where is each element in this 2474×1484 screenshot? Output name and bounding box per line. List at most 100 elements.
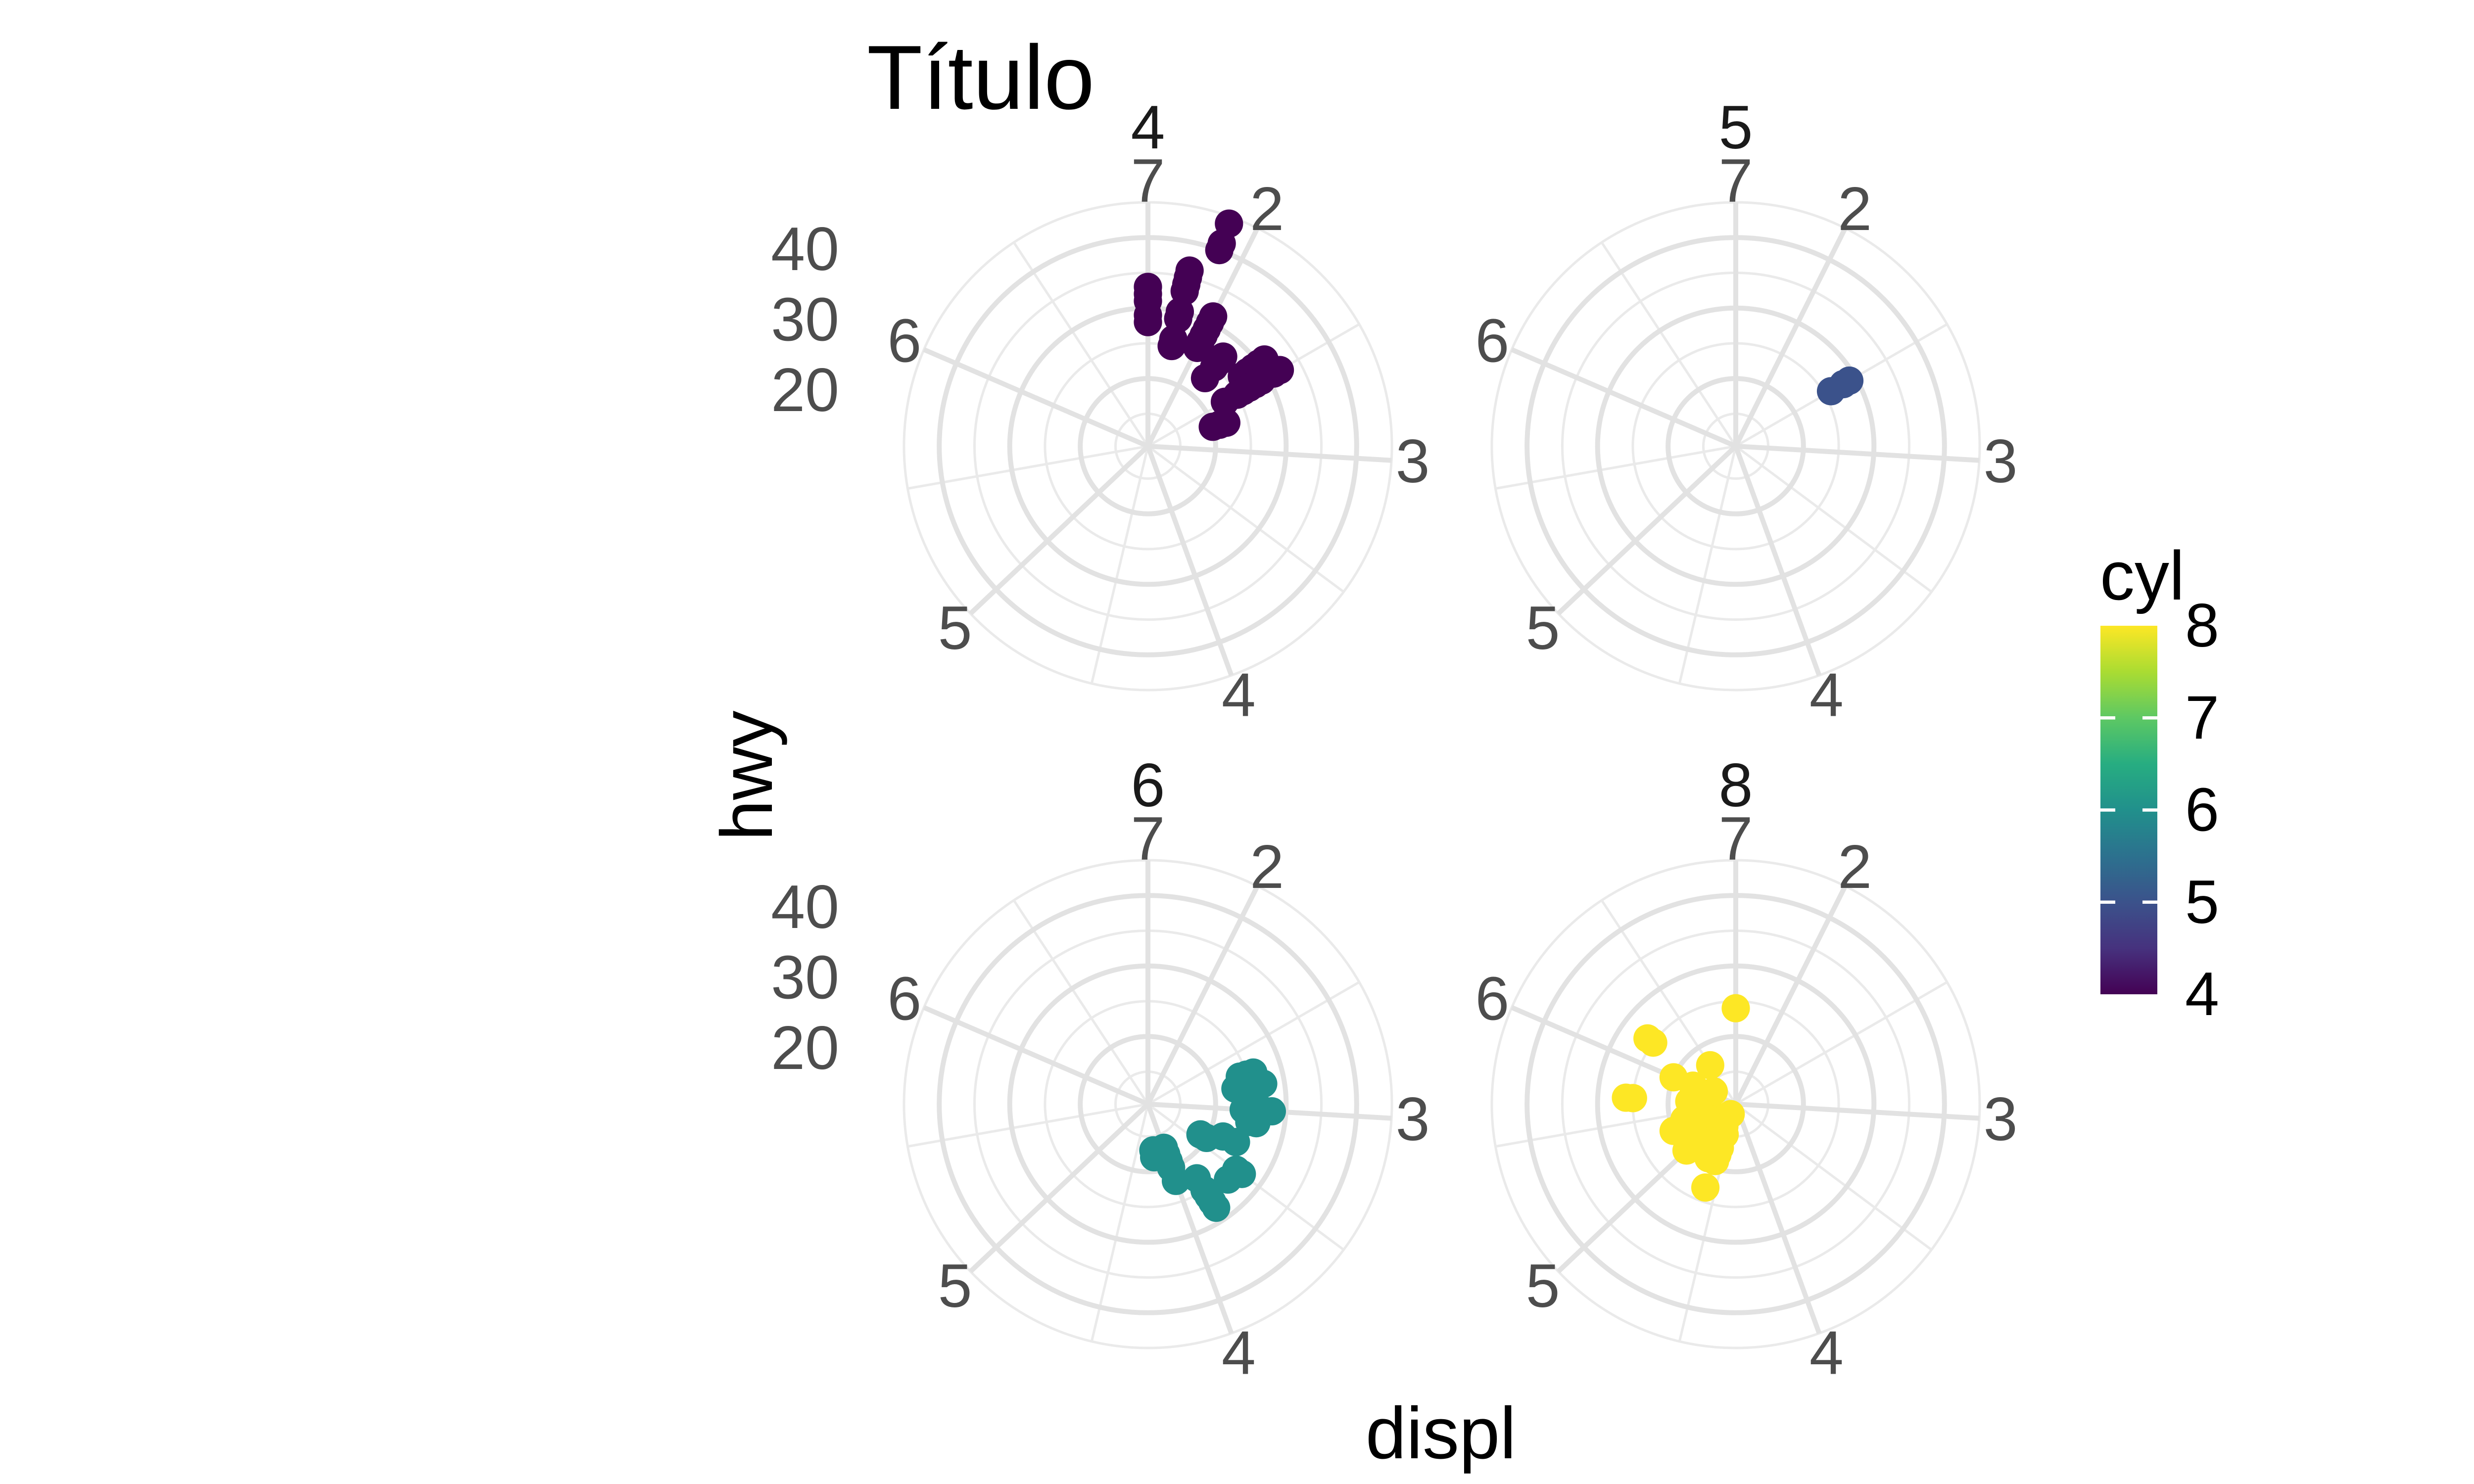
theta-axis-label: 2 (1250, 833, 1284, 901)
facet-points-6 (1139, 1058, 1286, 1222)
theta-axis-label: 2 (1838, 833, 1872, 901)
theta-axis-label: 5 (938, 594, 972, 662)
theta-axis-label: 5 (1526, 594, 1560, 662)
r-axis-label: 30 (771, 286, 839, 354)
data-point (1190, 364, 1220, 393)
theta-axis-label: 4 (1809, 661, 1844, 730)
data-point (1249, 1069, 1278, 1098)
data-point (1140, 1143, 1169, 1172)
grid-spoke-major (1147, 444, 1392, 463)
grid-spoke-minor (1090, 446, 1149, 684)
data-point (1205, 236, 1234, 265)
theta-axis-label: 6 (887, 307, 921, 375)
grid-spoke-major (1733, 1103, 1822, 1335)
theta-axis-label: 7 (1719, 805, 1753, 873)
data-point (1699, 1077, 1728, 1106)
facet-points-5 (1816, 366, 1864, 406)
grid-spoke-major (1733, 227, 1848, 448)
facet-strip-label: 6 (1131, 751, 1165, 820)
grid-spoke-minor (907, 1103, 1148, 1148)
y-axis-title: hwy (706, 710, 788, 840)
grid-spoke-minor (1147, 981, 1360, 1106)
theta-axis-label: 6 (1475, 307, 1509, 375)
grid-spoke-major (923, 1005, 1149, 1107)
grid-spoke-major (1735, 1102, 1980, 1121)
data-point (1242, 1109, 1271, 1138)
theta-axis-label: 4 (1222, 661, 1256, 730)
grid-spoke-major (968, 444, 1150, 615)
facet-points-8 (1612, 994, 1750, 1202)
grid-spoke-major (1145, 885, 1260, 1106)
theta-axis-label: 3 (1984, 427, 2018, 496)
grid-spoke-minor (1012, 241, 1149, 447)
theta-axis-label: 2 (1250, 175, 1284, 243)
grid-spoke-minor (907, 445, 1148, 490)
legend-label: 5 (2185, 868, 2219, 936)
data-point (1659, 1063, 1688, 1092)
grid-spoke-major (1511, 347, 1737, 449)
theta-axis-label: 7 (1719, 147, 1753, 215)
legend-label: 6 (2185, 776, 2219, 844)
theta-axis-label: 3 (1396, 427, 1430, 496)
grid-spoke-minor (1735, 1103, 1932, 1251)
data-point (1696, 1051, 1724, 1080)
legend-label: 4 (2185, 960, 2219, 1028)
grid-spoke-minor (1147, 445, 1344, 593)
data-point (1694, 1144, 1723, 1173)
legend-label: 7 (2185, 684, 2219, 752)
r-axis-label: 40 (771, 215, 839, 283)
data-point (1222, 1128, 1250, 1157)
theta-axis-label: 6 (887, 965, 921, 1033)
legend: cyl 8 7 6 5 4 (2100, 537, 2219, 1028)
theta-axis-label: 5 (938, 1252, 972, 1320)
facet-points-4 (1134, 209, 1294, 441)
grid-spoke-minor (1678, 446, 1737, 684)
theta-axis-label: 4 (1222, 1319, 1256, 1388)
grid-spoke-minor (1495, 445, 1736, 490)
theta-axis-label: 2 (1838, 175, 1872, 243)
grid-spoke-major (1733, 885, 1848, 1106)
r-axis-label: 20 (771, 1014, 839, 1082)
data-point (1192, 1123, 1221, 1152)
data-point (1691, 1173, 1720, 1202)
data-point (1212, 408, 1240, 437)
grid-spoke-major (1735, 444, 1980, 463)
data-point (1835, 366, 1864, 395)
data-point (1134, 308, 1162, 336)
data-point (1214, 1165, 1242, 1194)
theta-axis-label: 6 (1475, 965, 1509, 1033)
data-point (1721, 994, 1750, 1022)
grid-spoke-minor (1600, 241, 1737, 447)
data-point (1633, 1024, 1662, 1053)
grid-spoke-minor (1735, 981, 1948, 1106)
grid-spoke-major (923, 347, 1149, 449)
grid-spoke-minor (1090, 1104, 1149, 1342)
legend-label: 8 (2185, 592, 2219, 660)
page-title: Título (867, 26, 1094, 128)
legend-tick-labels: 8 7 6 5 4 (2185, 592, 2219, 1028)
grid-spoke-major (1556, 444, 1738, 615)
data-point (1210, 387, 1239, 416)
r-axis-label: 40 (771, 873, 839, 941)
data-point (1612, 1083, 1640, 1112)
facet-strip-label: 5 (1719, 93, 1753, 162)
grid-spoke-minor (1012, 899, 1149, 1105)
data-point (1183, 333, 1212, 362)
theta-axis-label: 3 (1984, 1085, 2018, 1154)
theta-axis-label: 3 (1396, 1085, 1430, 1154)
facet-panel-8: 2 3 4 5 6 78 (1475, 751, 2017, 1388)
grid-spoke-major (968, 1102, 1150, 1273)
data-point (1202, 1193, 1231, 1222)
data-point (1161, 1166, 1190, 1195)
r-axis-label: 20 (771, 356, 839, 424)
facet-strip-label: 4 (1131, 93, 1165, 162)
x-axis-title: displ (1366, 1392, 1516, 1474)
legend-title: cyl (2100, 537, 2185, 614)
grid-spoke-major (1733, 445, 1822, 677)
legend-tick-marks (2100, 716, 2157, 904)
